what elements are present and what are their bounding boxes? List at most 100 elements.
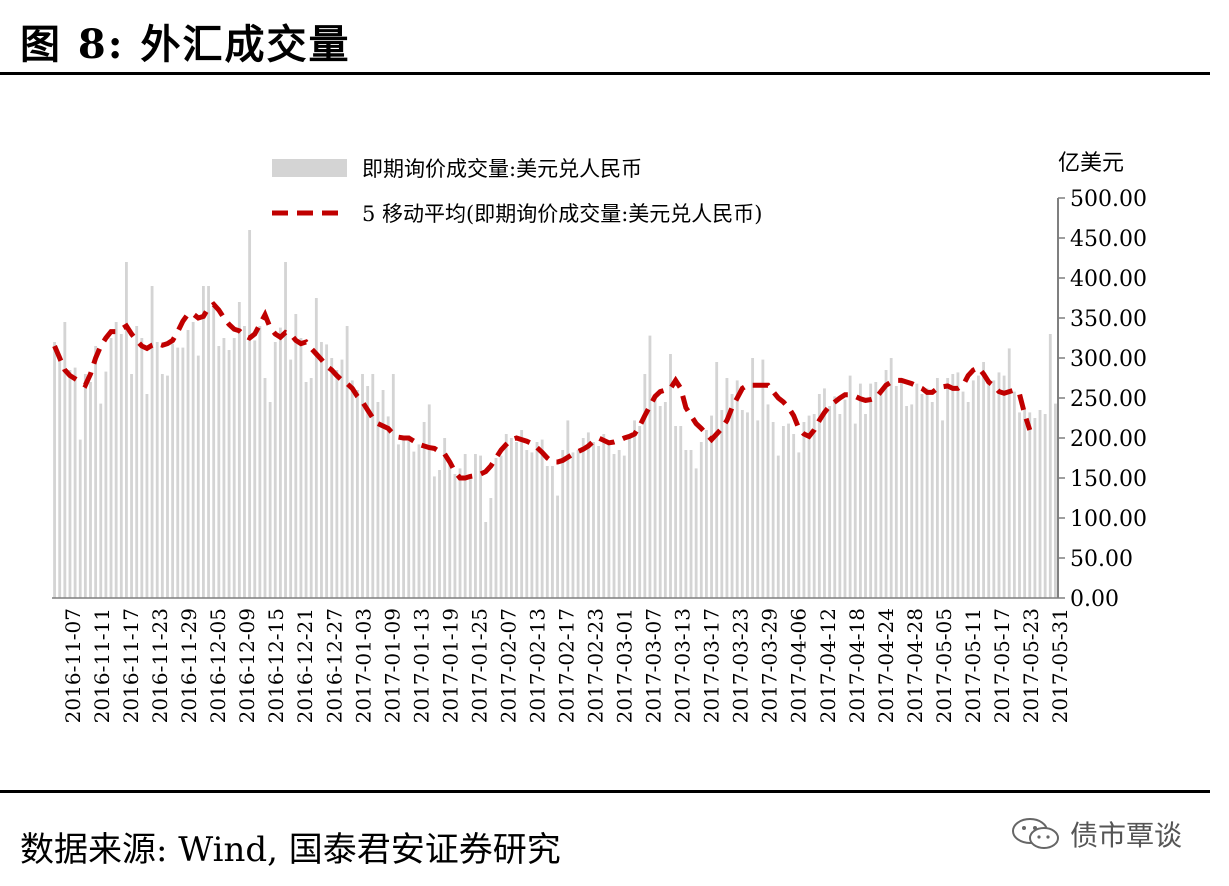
y-tick-label-10: 500.00: [1070, 187, 1147, 212]
bar-78: [453, 474, 457, 598]
bar-122: [679, 426, 683, 598]
bar-8: [94, 346, 98, 598]
x-tick-label-12: 2017-01-13: [409, 608, 433, 723]
bar-133: [735, 380, 739, 598]
bar-series: [53, 230, 1057, 598]
bar-49: [304, 382, 308, 598]
bar-159: [869, 383, 873, 598]
y-tick-label-1: 50.00: [1070, 547, 1133, 572]
bar-72: [422, 422, 426, 598]
bar-26: [186, 330, 190, 598]
watermark-text: 债市覃谈: [1070, 819, 1183, 852]
bar-92: [525, 450, 529, 598]
bar-30: [207, 286, 210, 598]
bar-129: [715, 362, 719, 598]
bar-14: [125, 262, 128, 598]
bar-39: [253, 340, 257, 598]
bar-83: [479, 455, 482, 598]
watermark: 债市覃谈: [1010, 812, 1182, 856]
x-tick-label-17: 2017-02-17: [555, 608, 579, 723]
bar-86: [494, 458, 498, 598]
x-tick-label-9: 2016-12-27: [322, 608, 346, 723]
bar-194: [1048, 334, 1052, 598]
legend-bar-label: 即期询价成交量:美元兑人民币: [362, 157, 642, 181]
bar-46: [289, 359, 293, 598]
x-tick-label-32: 2017-05-17: [990, 608, 1014, 723]
bar-187: [1012, 391, 1016, 598]
bar-15: [130, 374, 133, 598]
bar-7: [89, 382, 92, 598]
bar-16: [135, 326, 139, 598]
x-tick-label-2: 2016-11-17: [119, 608, 143, 723]
bar-69: [407, 435, 411, 598]
y-tick-label-4: 200.00: [1070, 427, 1147, 452]
bar-177: [961, 391, 965, 598]
bar-68: [402, 438, 405, 598]
bar-60: [361, 374, 364, 598]
bar-160: [874, 382, 878, 598]
bar-9: [99, 403, 103, 598]
bar-1: [58, 358, 62, 598]
bar-132: [730, 394, 734, 598]
bar-25: [181, 347, 185, 598]
bar-17: [140, 338, 144, 598]
bar-171: [930, 402, 934, 598]
x-tick-label-30: 2017-05-05: [932, 608, 956, 723]
bar-185: [1002, 375, 1006, 598]
bar-145: [797, 452, 801, 598]
bar-50: [309, 378, 313, 598]
y-tick-label-8: 400.00: [1070, 267, 1147, 292]
x-tick-label-25: 2017-04-06: [787, 608, 811, 723]
bar-57: [345, 326, 349, 598]
bar-95: [540, 439, 544, 598]
bar-178: [966, 402, 970, 598]
x-tick-label-7: 2016-12-15: [264, 608, 288, 723]
bar-121: [674, 426, 678, 598]
top-rule: [0, 72, 1210, 75]
x-tick-label-31: 2017-05-11: [961, 608, 985, 723]
bar-52: [320, 342, 323, 598]
x-tick-label-8: 2016-12-21: [293, 608, 317, 723]
bar-149: [817, 394, 821, 598]
bar-109: [612, 454, 616, 598]
bar-137: [756, 420, 760, 598]
bar-61: [366, 386, 370, 598]
bar-37: [243, 326, 246, 598]
bar-70: [412, 451, 416, 598]
x-tick-label-1: 2016-11-11: [90, 608, 114, 723]
bar-91: [520, 430, 524, 598]
bar-64: [381, 390, 385, 598]
bar-165: [900, 380, 903, 598]
x-tick-label-5: 2016-12-05: [206, 608, 230, 723]
bar-138: [761, 359, 765, 598]
bottom-rule: [0, 790, 1210, 793]
bar-190: [1028, 412, 1032, 598]
bar-13: [119, 334, 123, 598]
bar-33: [222, 338, 226, 598]
bar-62: [371, 374, 375, 598]
bar-38: [248, 230, 252, 598]
bar-143: [787, 423, 790, 598]
bar-101: [571, 452, 575, 598]
bar-45: [284, 262, 287, 598]
x-tick-label-33: 2017-05-23: [1019, 608, 1043, 723]
bar-71: [417, 444, 421, 598]
x-tick-label-19: 2017-03-01: [613, 608, 637, 723]
bar-174: [946, 378, 950, 598]
bar-110: [617, 450, 621, 598]
bar-56: [340, 359, 344, 598]
bar-82: [474, 454, 477, 598]
bar-63: [376, 402, 380, 598]
bar-112: [628, 438, 631, 598]
x-tick-label-3: 2016-11-23: [148, 608, 172, 723]
bar-36: [237, 302, 241, 598]
bar-173: [941, 420, 944, 598]
y-unit-label: 亿美元: [1058, 151, 1124, 176]
bar-90: [515, 442, 518, 598]
bar-144: [792, 434, 796, 598]
bar-182: [987, 383, 991, 598]
bar-35: [232, 338, 236, 598]
bar-21: [160, 374, 164, 598]
bar-65: [386, 416, 390, 598]
x-tick-label-13: 2017-01-19: [438, 608, 462, 723]
